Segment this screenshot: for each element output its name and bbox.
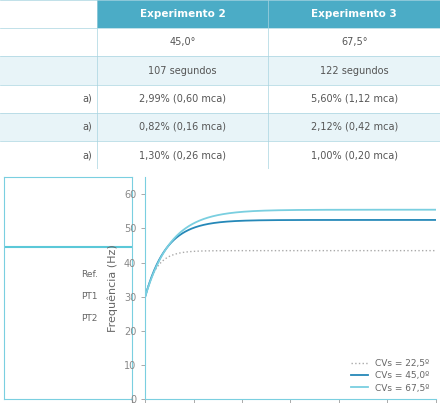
FancyBboxPatch shape xyxy=(0,141,97,169)
Text: 1,00% (0,20 mca): 1,00% (0,20 mca) xyxy=(311,150,398,160)
FancyBboxPatch shape xyxy=(0,0,97,28)
Text: PT2: PT2 xyxy=(81,314,97,323)
Text: 0,82% (0,16 mca): 0,82% (0,16 mca) xyxy=(139,122,226,132)
Text: 2,99% (0,60 mca): 2,99% (0,60 mca) xyxy=(139,94,226,104)
Text: 45,0°: 45,0° xyxy=(169,37,196,47)
FancyBboxPatch shape xyxy=(0,56,97,85)
Legend: CVs = 22,5º, CVs = 45,0º, CVs = 67,5º: CVs = 22,5º, CVs = 45,0º, CVs = 67,5º xyxy=(348,356,433,396)
FancyBboxPatch shape xyxy=(97,113,268,141)
Text: a): a) xyxy=(83,150,92,160)
FancyBboxPatch shape xyxy=(268,56,440,85)
Text: 2,12% (0,42 mca): 2,12% (0,42 mca) xyxy=(311,122,398,132)
FancyBboxPatch shape xyxy=(97,85,268,113)
FancyBboxPatch shape xyxy=(97,0,268,28)
Text: 1,30% (0,26 mca): 1,30% (0,26 mca) xyxy=(139,150,226,160)
Text: Experimento 2: Experimento 2 xyxy=(140,9,225,19)
FancyBboxPatch shape xyxy=(97,141,268,169)
Y-axis label: Frequência (Hz): Frequência (Hz) xyxy=(108,244,118,332)
Text: 107 segundos: 107 segundos xyxy=(148,66,217,75)
FancyBboxPatch shape xyxy=(268,28,440,56)
FancyBboxPatch shape xyxy=(268,0,440,28)
Text: 5,60% (1,12 mca): 5,60% (1,12 mca) xyxy=(311,94,398,104)
FancyBboxPatch shape xyxy=(97,28,268,56)
Text: a): a) xyxy=(83,122,92,132)
FancyBboxPatch shape xyxy=(0,28,97,56)
FancyBboxPatch shape xyxy=(268,141,440,169)
Text: Experimento 3: Experimento 3 xyxy=(312,9,397,19)
Text: 67,5°: 67,5° xyxy=(341,37,367,47)
Text: a): a) xyxy=(83,94,92,104)
FancyBboxPatch shape xyxy=(268,85,440,113)
FancyBboxPatch shape xyxy=(0,85,97,113)
FancyBboxPatch shape xyxy=(97,56,268,85)
Text: 122 segundos: 122 segundos xyxy=(320,66,389,75)
FancyBboxPatch shape xyxy=(268,113,440,141)
FancyBboxPatch shape xyxy=(0,113,97,141)
Text: PT1: PT1 xyxy=(81,292,97,301)
Text: Ref.: Ref. xyxy=(81,270,98,279)
